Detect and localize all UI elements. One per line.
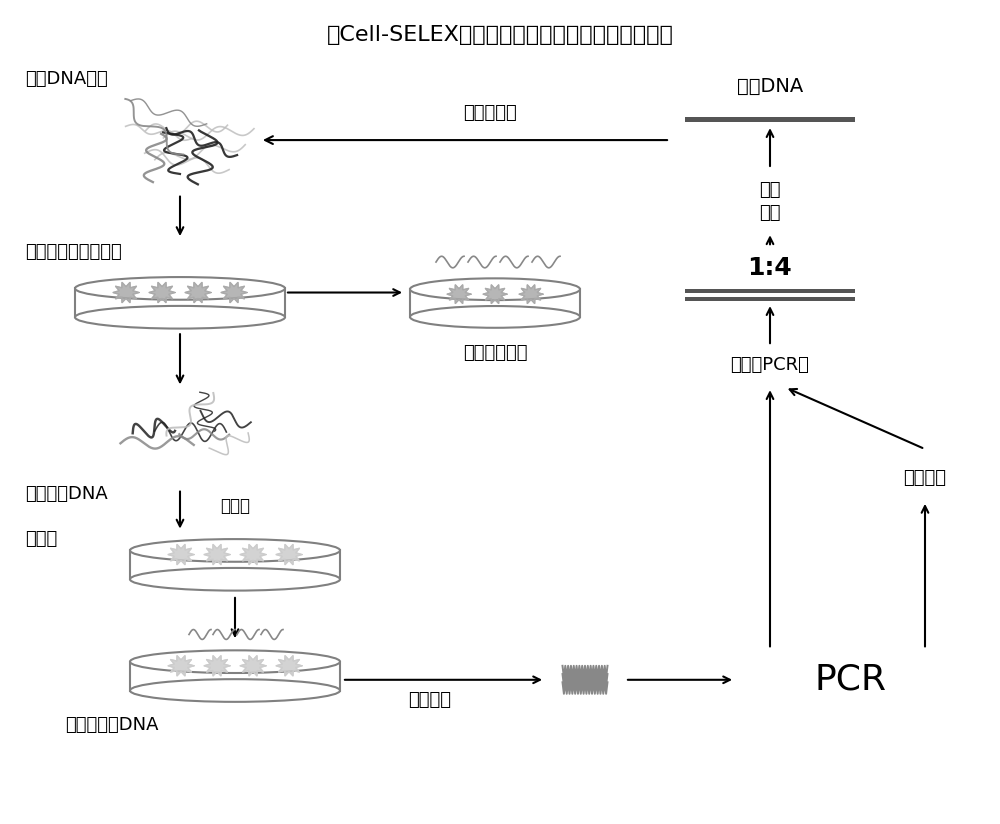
Polygon shape (240, 656, 266, 676)
Text: 阴性对照细胞: 阴性对照细胞 (463, 344, 527, 363)
Ellipse shape (410, 306, 580, 328)
Polygon shape (276, 656, 302, 676)
Polygon shape (113, 283, 139, 302)
Text: 未结合的DNA: 未结合的DNA (25, 485, 108, 503)
Ellipse shape (130, 539, 340, 562)
Polygon shape (519, 285, 543, 303)
Ellipse shape (75, 306, 285, 329)
Ellipse shape (130, 568, 340, 591)
Polygon shape (168, 656, 194, 676)
Ellipse shape (75, 277, 285, 300)
Text: 靶细胞: 靶细胞 (25, 530, 57, 548)
Text: 克隆测序: 克隆测序 (904, 469, 946, 487)
Polygon shape (204, 545, 230, 564)
FancyBboxPatch shape (685, 297, 855, 301)
Text: PCR: PCR (814, 662, 886, 697)
Polygon shape (240, 545, 266, 564)
Polygon shape (75, 288, 285, 317)
Polygon shape (276, 545, 302, 564)
Polygon shape (185, 283, 211, 302)
Text: 1:4: 1:4 (748, 255, 792, 280)
Text: 单链DNA: 单链DNA (737, 77, 803, 96)
Polygon shape (447, 285, 471, 303)
Polygon shape (410, 289, 580, 317)
Text: 纯化: 纯化 (759, 180, 781, 199)
Ellipse shape (130, 650, 340, 673)
Text: 对照筛选（负筛选）: 对照筛选（负筛选） (25, 243, 122, 261)
Text: 下一轮筛选: 下一轮筛选 (463, 104, 517, 122)
Polygon shape (204, 656, 230, 676)
Polygon shape (221, 283, 247, 302)
Polygon shape (130, 662, 340, 691)
Text: 分离提取: 分离提取 (409, 691, 452, 709)
Polygon shape (168, 545, 194, 564)
Text: 分离: 分离 (759, 204, 781, 222)
Polygon shape (149, 283, 175, 302)
Text: 不对称PCR法: 不对称PCR法 (731, 356, 809, 374)
Ellipse shape (130, 679, 340, 702)
FancyBboxPatch shape (685, 117, 855, 122)
Text: 单链DNA文库: 单链DNA文库 (25, 70, 108, 88)
Text: （Cell-SELEX）细胞指数富集的配基系统进化技术: （Cell-SELEX）细胞指数富集的配基系统进化技术 (327, 25, 673, 44)
Polygon shape (483, 285, 507, 303)
Text: 正筛选: 正筛选 (220, 497, 250, 515)
Ellipse shape (410, 279, 580, 300)
FancyBboxPatch shape (685, 289, 855, 293)
Text: 结合型单链DNA: 结合型单链DNA (65, 716, 158, 734)
Polygon shape (130, 550, 340, 579)
